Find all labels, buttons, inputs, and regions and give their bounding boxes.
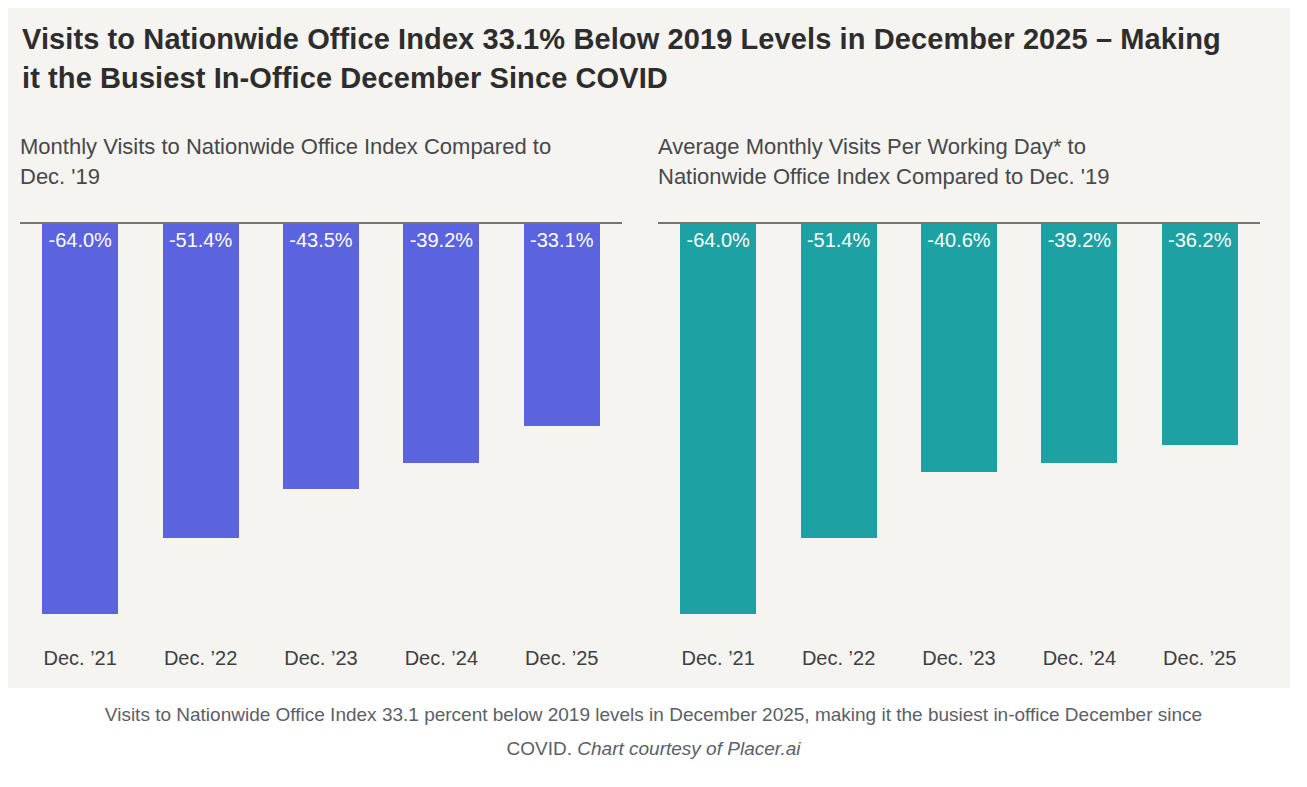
x-axis-line — [658, 222, 1260, 224]
bar: -51.4% — [801, 224, 877, 538]
x-axis-label: Dec. ’25 — [502, 646, 622, 670]
bar-value-label: -51.4% — [169, 224, 232, 252]
bar-slot: -51.4% — [778, 224, 898, 614]
charts-row: Monthly Visits to Nationwide Office Inde… — [20, 126, 1260, 670]
bar-value-label: -36.2% — [1168, 224, 1231, 252]
bar-slot: -39.2% — [381, 224, 501, 614]
bar: -33.1% — [524, 224, 600, 426]
per-working-day-chart: Average Monthly Visits Per Working Day* … — [658, 126, 1260, 670]
bar-slot: -64.0% — [658, 224, 778, 614]
bar-value-label: -33.1% — [530, 224, 593, 252]
bar: -40.6% — [921, 224, 997, 472]
plot-area: -64.0% -51.4% -40.6% -39.2% -36.2% — [658, 222, 1260, 644]
chart-subtitle: Monthly Visits to Nationwide Office Inde… — [20, 126, 560, 222]
x-axis-label: Dec. ’24 — [381, 646, 501, 670]
page-title: Visits to Nationwide Office Index 33.1% … — [22, 20, 1222, 98]
bar-slot: -36.2% — [1140, 224, 1260, 614]
plot-area: -64.0% -51.4% -43.5% -39.2% -33.1% — [20, 222, 622, 644]
x-axis-label: Dec. ’21 — [20, 646, 140, 670]
bar-value-label: -39.2% — [410, 224, 473, 252]
bar-slot: -40.6% — [899, 224, 1019, 614]
caption-line-2: COVID. Chart courtesy of Placer.ai — [0, 732, 1307, 766]
x-axis-label: Dec. ’23 — [899, 646, 1019, 670]
x-axis-label: Dec. ’22 — [778, 646, 898, 670]
bar-slot: -51.4% — [140, 224, 260, 614]
x-axis-labels: Dec. ’21Dec. ’22Dec. ’23Dec. ’24Dec. ’25 — [20, 646, 622, 670]
bar: -51.4% — [163, 224, 239, 538]
bar: -43.5% — [283, 224, 359, 489]
bars-container: -64.0% -51.4% -40.6% -39.2% -36.2% — [658, 222, 1260, 614]
bar: -64.0% — [42, 224, 118, 614]
x-axis-label: Dec. ’22 — [140, 646, 260, 670]
bar-value-label: -40.6% — [927, 224, 990, 252]
x-axis-label: Dec. ’23 — [261, 646, 381, 670]
bar-slot: -33.1% — [502, 224, 622, 614]
page: Visits to Nationwide Office Index 33.1% … — [0, 0, 1307, 787]
caption-line-2-text: COVID. — [507, 738, 578, 759]
bar-value-label: -43.5% — [289, 224, 352, 252]
bar: -36.2% — [1162, 224, 1238, 445]
caption-line-1: Visits to Nationwide Office Index 33.1 p… — [0, 698, 1307, 732]
bar: -39.2% — [403, 224, 479, 463]
x-axis-label: Dec. ’21 — [658, 646, 778, 670]
x-axis-label: Dec. ’24 — [1019, 646, 1139, 670]
caption-credit: Chart courtesy of Placer.ai — [577, 738, 800, 759]
bar: -39.2% — [1041, 224, 1117, 463]
bars-container: -64.0% -51.4% -43.5% -39.2% -33.1% — [20, 222, 622, 614]
bar-slot: -39.2% — [1019, 224, 1139, 614]
chart-subtitle: Average Monthly Visits Per Working Day* … — [658, 126, 1198, 222]
monthly-visits-chart: Monthly Visits to Nationwide Office Inde… — [20, 126, 622, 670]
bar: -64.0% — [680, 224, 756, 614]
bar-value-label: -64.0% — [687, 224, 750, 252]
bar-value-label: -64.0% — [49, 224, 112, 252]
caption: Visits to Nationwide Office Index 33.1 p… — [0, 698, 1307, 766]
bar-slot: -43.5% — [261, 224, 381, 614]
x-axis-labels: Dec. ’21Dec. ’22Dec. ’23Dec. ’24Dec. ’25 — [658, 646, 1260, 670]
bar-slot: -64.0% — [20, 224, 140, 614]
chart-card: Visits to Nationwide Office Index 33.1% … — [8, 8, 1290, 688]
x-axis-line — [20, 222, 622, 224]
x-axis-label: Dec. ’25 — [1140, 646, 1260, 670]
bar-value-label: -39.2% — [1048, 224, 1111, 252]
bar-value-label: -51.4% — [807, 224, 870, 252]
